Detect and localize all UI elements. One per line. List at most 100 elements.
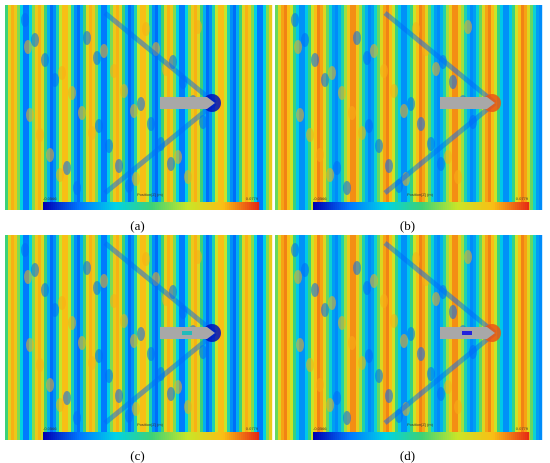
field-stripe xyxy=(86,5,90,210)
colorbar-cell xyxy=(53,202,56,210)
field-blob xyxy=(333,161,341,175)
field-stripe xyxy=(98,235,102,440)
field-blob xyxy=(321,303,329,317)
field-stripe xyxy=(221,5,225,210)
field-stripe xyxy=(326,235,330,440)
field-stripe xyxy=(365,235,369,440)
field-stripe xyxy=(365,5,369,210)
colorbar-cell xyxy=(317,202,320,210)
colorbar-cell xyxy=(419,202,422,210)
field-stripe xyxy=(332,5,336,210)
colorbar-cell xyxy=(153,432,156,440)
colorbar-cell xyxy=(173,202,176,210)
colorbar-cell xyxy=(521,202,524,210)
colorbar-cell xyxy=(349,432,352,440)
field-stripe xyxy=(533,235,537,440)
field-stripe xyxy=(20,5,24,210)
colorbar-cell xyxy=(209,202,212,210)
field-stripe xyxy=(299,235,303,440)
colorbar-cell xyxy=(339,432,342,440)
colorbar-cell xyxy=(109,202,112,210)
field-stripe xyxy=(314,235,318,440)
colorbar-cell xyxy=(229,432,232,440)
field-stripe xyxy=(26,235,30,440)
colorbar-cell xyxy=(319,432,322,440)
colorbar-cell xyxy=(427,432,430,440)
colorbar-cell xyxy=(149,202,152,210)
field-stripe xyxy=(326,5,330,210)
field-blob xyxy=(167,387,175,401)
field-blob xyxy=(31,33,39,47)
field-blob xyxy=(380,294,388,308)
colorbar-cell xyxy=(519,432,522,440)
field-blob xyxy=(353,31,361,45)
field-blob xyxy=(83,261,91,275)
colorbar-cell xyxy=(189,202,192,210)
field-stripe xyxy=(296,235,300,440)
colorbar-max: 0.0779 xyxy=(246,426,259,431)
colorbar-cell xyxy=(163,432,166,440)
colorbar-cell xyxy=(333,432,336,440)
field-stripe xyxy=(530,235,534,440)
field-stripe xyxy=(11,5,15,210)
colorbar-cell xyxy=(407,432,410,440)
field-blob xyxy=(78,106,86,120)
field-stripe xyxy=(422,235,426,440)
colorbar-cell xyxy=(449,202,452,210)
field-stripe xyxy=(158,235,162,440)
field-stripe xyxy=(14,235,18,440)
ship xyxy=(160,97,215,109)
colorbar-cell xyxy=(145,202,148,210)
field-blob xyxy=(328,66,336,80)
colorbar-cell xyxy=(237,432,240,440)
field-stripe xyxy=(257,5,261,210)
field-blob xyxy=(306,128,314,142)
colorbar-cell xyxy=(511,432,514,440)
colorbar-cell xyxy=(489,202,492,210)
field-blob xyxy=(348,106,356,120)
colorbar-cell xyxy=(347,432,350,440)
colorbar-cell xyxy=(87,202,90,210)
colorbar-cell xyxy=(247,202,250,210)
colorbar-cell xyxy=(143,432,146,440)
field-blob xyxy=(184,400,192,414)
colorbar-cell xyxy=(463,432,466,440)
field-stripe xyxy=(50,5,54,210)
field-blob xyxy=(370,274,378,288)
colorbar-cell xyxy=(189,432,192,440)
field-blob xyxy=(333,391,341,405)
colorbar-cell xyxy=(83,432,86,440)
colorbar-cell xyxy=(157,202,160,210)
colorbar-title: Position[Z] (m) xyxy=(137,422,164,427)
colorbar-cell xyxy=(403,202,406,210)
field-stripe xyxy=(395,235,399,440)
field-stripe xyxy=(389,235,393,440)
field-stripe xyxy=(35,5,39,210)
field-blob xyxy=(338,316,346,330)
colorbar-cell xyxy=(119,432,122,440)
field-stripe xyxy=(17,235,21,440)
colorbar-cell xyxy=(365,432,368,440)
field-blob xyxy=(125,409,133,423)
colorbar-cell xyxy=(427,202,430,210)
colorbar-cell xyxy=(93,202,96,210)
field-blob xyxy=(31,263,39,277)
field-stripe xyxy=(29,5,33,210)
colorbar-cell xyxy=(117,202,120,210)
colorbar-cell xyxy=(125,202,128,210)
field-stripe xyxy=(104,235,108,440)
colorbar-cell xyxy=(85,202,88,210)
field-blob xyxy=(437,157,445,171)
colorbar-cell xyxy=(215,202,218,210)
colorbar-cell xyxy=(523,432,526,440)
colorbar-cell xyxy=(257,432,260,440)
field-stripe xyxy=(305,235,309,440)
field-stripe xyxy=(527,5,531,210)
ship xyxy=(440,97,495,109)
colorbar-cell xyxy=(453,432,456,440)
field-blob xyxy=(291,13,299,27)
colorbar-cell xyxy=(449,432,452,440)
caption: (b) xyxy=(400,218,415,233)
colorbar-cell xyxy=(71,432,74,440)
colorbar-cell xyxy=(151,432,154,440)
